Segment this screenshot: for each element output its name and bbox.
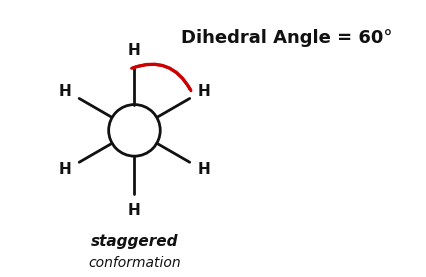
FancyArrowPatch shape: [133, 64, 190, 91]
Circle shape: [108, 105, 160, 156]
FancyArrowPatch shape: [131, 64, 190, 89]
Text: H: H: [128, 43, 141, 58]
Text: H: H: [58, 161, 71, 176]
Text: H: H: [197, 84, 210, 99]
Text: H: H: [197, 161, 210, 176]
Text: H: H: [128, 203, 141, 218]
Text: conformation: conformation: [88, 257, 180, 270]
Text: staggered: staggered: [90, 234, 178, 249]
Text: Dihedral Angle = 60°: Dihedral Angle = 60°: [180, 29, 391, 47]
Text: H: H: [58, 84, 71, 99]
